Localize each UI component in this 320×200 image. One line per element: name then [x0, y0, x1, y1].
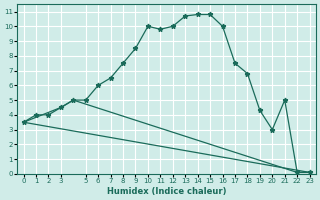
X-axis label: Humidex (Indice chaleur): Humidex (Indice chaleur) [107, 187, 226, 196]
